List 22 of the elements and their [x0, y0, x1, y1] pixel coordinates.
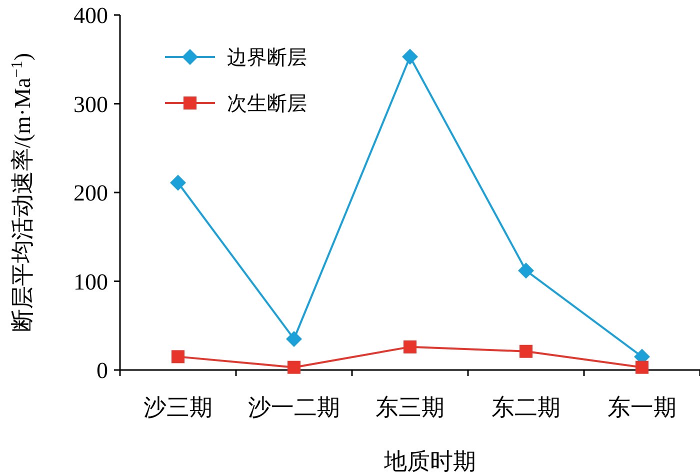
x-tick-label: 东一期	[608, 395, 676, 420]
point	[172, 350, 184, 364]
legend-label: 边界断层	[227, 47, 307, 69]
y-tick-label: 0	[96, 358, 108, 383]
point	[520, 344, 532, 358]
x-tick-label: 东三期	[376, 395, 444, 420]
x-axis-title: 地质时期	[383, 449, 476, 474]
x-tick-label: 沙三期	[144, 395, 212, 420]
x-tick-label: 东二期	[492, 395, 560, 420]
point	[170, 174, 186, 191]
point	[286, 330, 302, 347]
y-tick-label: 400	[74, 3, 108, 28]
y-tick-label: 100	[74, 269, 108, 294]
y-tick-label: 300	[74, 92, 108, 117]
x-tick-label: 沙一二期	[248, 395, 340, 420]
y-tick-label: 200	[74, 180, 108, 206]
point	[518, 262, 534, 279]
legend-label: 次生断层	[227, 93, 307, 115]
point	[404, 340, 416, 354]
point	[402, 48, 418, 65]
point	[636, 360, 648, 374]
point	[288, 360, 300, 374]
